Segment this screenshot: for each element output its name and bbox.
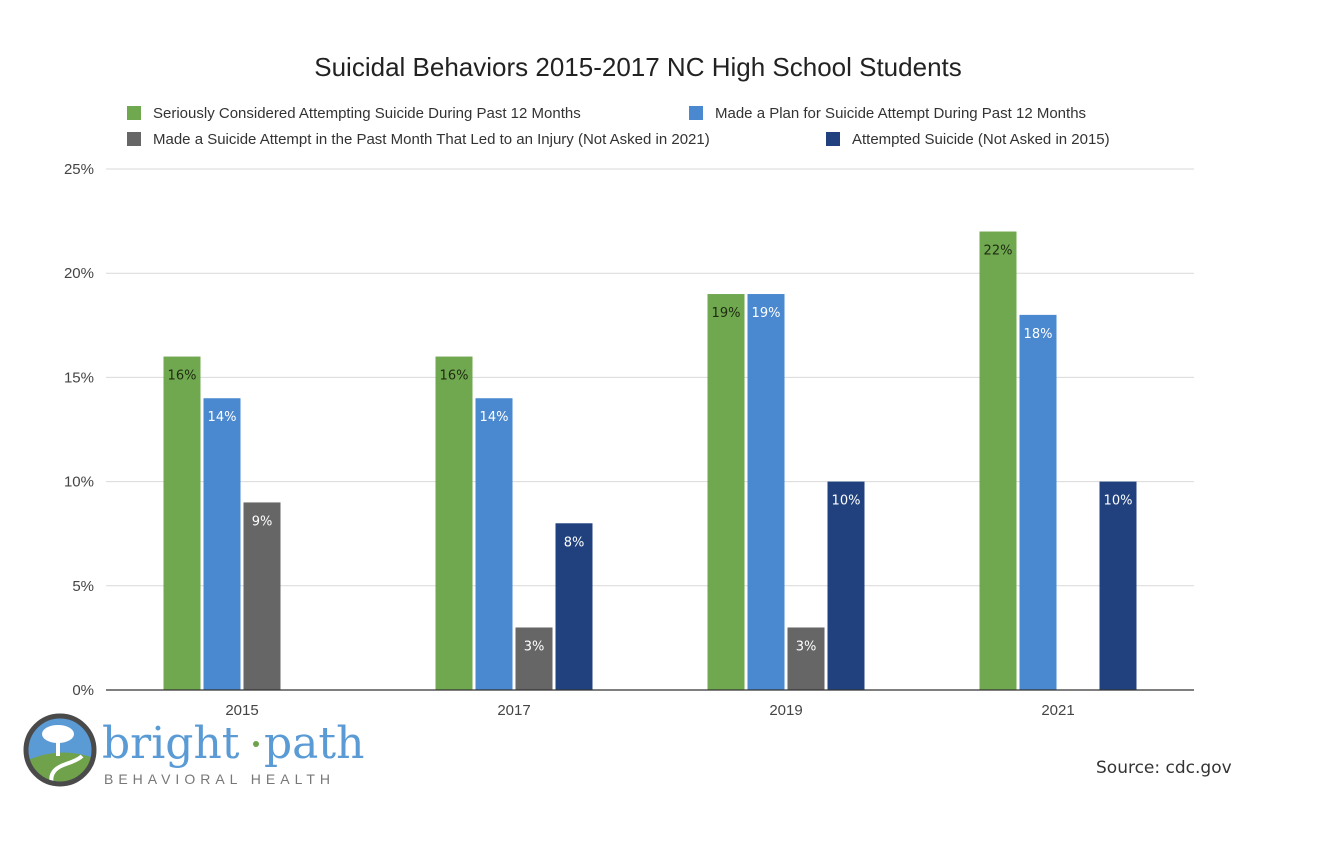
logo-subtitle: BEHAVIORAL HEALTH: [104, 771, 335, 787]
bar-2017-series-4: [555, 523, 593, 690]
x-tick-label-2017: 2017: [497, 702, 530, 719]
bars: 16% 14% 9% 16% 14% 3% 8% 19% 19% 3% 10% 22% 18% 10%: [163, 231, 1137, 690]
legend-swatch-1: [127, 106, 141, 120]
bar-2017-series-2: [475, 398, 513, 690]
logo-word-bright: bright: [102, 718, 240, 769]
bar-2021-series-4: [1099, 481, 1137, 690]
bar-2017-series-3: [515, 627, 553, 690]
y-tick-label: 5%: [72, 578, 94, 595]
bar-2015-series-2: [203, 398, 241, 690]
data-label-2015-series-2: 14%: [208, 410, 237, 425]
legend-label-1: Seriously Considered Attempting Suicide …: [153, 105, 581, 122]
bar-2021-series-2: [1019, 314, 1057, 690]
data-label-2015-series-3: 9%: [252, 514, 273, 529]
legend-swatch-3: [127, 132, 141, 146]
bar-2021-series-1: [979, 231, 1017, 690]
x-axis: 2015 2017 2019 2021: [106, 689, 1194, 719]
data-label-2019-series-2: 19%: [752, 306, 781, 321]
logo-dot-icon: [253, 741, 259, 747]
y-tick-label: 25%: [64, 161, 94, 178]
data-label-2021-series-2: 18%: [1024, 327, 1053, 342]
legend-swatch-4: [826, 132, 840, 146]
y-tick-label: 15%: [64, 369, 94, 386]
data-label-2019-series-1: 19%: [712, 306, 741, 321]
y-tick-label: 10%: [64, 474, 94, 491]
data-label-2021-series-4: 10%: [1104, 494, 1133, 509]
x-tick-label-2019: 2019: [769, 702, 802, 719]
bar-2017-series-1: [435, 356, 473, 690]
bar-2019-series-3: [787, 627, 825, 690]
logo-word-path: path: [264, 718, 364, 769]
logo-emblem-icon: [23, 713, 97, 787]
legend-label-4: Attempted Suicide (Not Asked in 2015): [852, 131, 1110, 148]
bar-2015-series-1: [163, 356, 201, 690]
bar-2019-series-4: [827, 481, 865, 690]
data-label-2017-series-1: 16%: [440, 369, 469, 384]
data-label-2015-series-1: 16%: [168, 369, 197, 384]
source-note: Source: cdc.gov: [1096, 758, 1232, 778]
bar-2019-series-1: [707, 294, 745, 690]
data-label-2017-series-4: 8%: [564, 535, 585, 550]
y-tick-label: 0%: [72, 682, 94, 699]
data-label-2019-series-3: 3%: [796, 639, 817, 654]
legend-label-3: Made a Suicide Attempt in the Past Month…: [153, 131, 710, 148]
legend-swatch-2: [689, 106, 703, 120]
legend: Seriously Considered Attempting Suicide …: [127, 105, 1110, 148]
bar-2015-series-3: [243, 502, 281, 690]
x-tick-label-2015: 2015: [225, 702, 258, 719]
bar-2019-series-2: [747, 294, 785, 690]
data-label-2017-series-2: 14%: [480, 410, 509, 425]
x-tick-label-2021: 2021: [1041, 702, 1074, 719]
data-label-2019-series-4: 10%: [832, 494, 861, 509]
bright-path-logo: bright path BEHAVIORAL HEALTH: [23, 713, 364, 787]
data-label-2017-series-3: 3%: [524, 639, 545, 654]
chart-title: Suicidal Behaviors 2015-2017 NC High Sch…: [314, 52, 962, 82]
legend-label-2: Made a Plan for Suicide Attempt During P…: [715, 105, 1086, 122]
y-tick-label: 20%: [64, 265, 94, 282]
data-label-2021-series-1: 22%: [984, 244, 1013, 259]
y-axis: 0% 5% 10% 15% 20% 25%: [64, 161, 94, 699]
